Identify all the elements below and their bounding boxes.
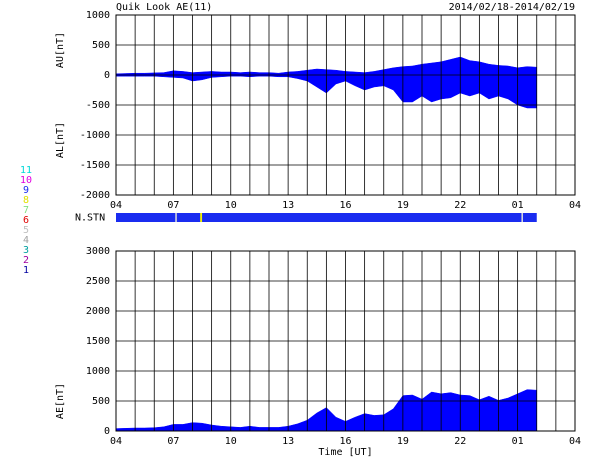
- x-tick-label: 16: [339, 200, 351, 211]
- plot-frame: [115, 250, 576, 432]
- y-tick-label: 3000: [86, 246, 110, 257]
- x-tick-label: 07: [167, 200, 179, 211]
- y-axis-label: AL[nT]: [55, 122, 66, 158]
- legend-entry: 11: [20, 165, 32, 176]
- legend-entry: 6: [23, 215, 29, 226]
- timeline-label: N.STN: [75, 213, 105, 224]
- legend-entry: 8: [23, 195, 29, 206]
- x-tick-label: 13: [282, 436, 294, 447]
- x-tick-label: 07: [167, 436, 179, 447]
- x-tick-label: 19: [397, 436, 409, 447]
- x-tick-label: 19: [397, 200, 409, 211]
- y-tick-label: -1000: [80, 130, 110, 141]
- x-tick-label: 22: [454, 200, 466, 211]
- plot-frame: [115, 14, 576, 196]
- y-tick-label: 2000: [86, 306, 110, 317]
- legend-entry: 9: [23, 185, 29, 196]
- legend-entry: 1: [23, 265, 29, 276]
- legend-entry: 10: [20, 175, 32, 186]
- y-tick-label: 1000: [86, 10, 110, 21]
- y-tick-label: -1500: [80, 160, 110, 171]
- x-tick-label: 01: [512, 436, 524, 447]
- legend-entry: 3: [23, 245, 29, 256]
- station-segment: [200, 213, 203, 222]
- x-tick-label: 13: [282, 200, 294, 211]
- legend-entry: 2: [23, 255, 29, 266]
- x-tick-label: 10: [225, 436, 237, 447]
- y-axis-label: AU[nT]: [55, 32, 66, 68]
- title: Quik Look AE(11): [116, 2, 212, 13]
- y-tick-label: 1500: [86, 336, 110, 347]
- station-segment: [521, 213, 523, 222]
- station-segment: [116, 213, 537, 222]
- x-tick-label: 04: [110, 436, 122, 447]
- x-tick-label: 22: [454, 436, 466, 447]
- y-tick-label: -500: [86, 100, 110, 111]
- area: [115, 56, 537, 76]
- legend-entry: 4: [23, 235, 29, 246]
- legend-entry: 7: [23, 205, 29, 216]
- station-segment: [175, 213, 177, 222]
- date-range: 2014/02/18-2014/02/19: [449, 2, 575, 13]
- y-tick-label: 2500: [86, 276, 110, 287]
- y-tick-label: 1000: [86, 366, 110, 377]
- y-tick-label: 500: [92, 396, 110, 407]
- legend-entry: 5: [23, 225, 29, 236]
- y-tick-label: 0: [104, 70, 110, 81]
- y-tick-label: 500: [92, 40, 110, 51]
- y-tick-label: 0: [104, 426, 110, 437]
- x-tick-label: 01: [512, 200, 524, 211]
- y-axis-label: AE[nT]: [55, 383, 66, 419]
- x-tick-label: 04: [569, 436, 581, 447]
- x-tick-label: 10: [225, 200, 237, 211]
- x-tick-label: 04: [569, 200, 581, 211]
- x-axis-label: Time [UT]: [318, 447, 372, 458]
- x-tick-label: 16: [339, 436, 351, 447]
- x-tick-label: 04: [110, 200, 122, 211]
- y-tick-label: -2000: [80, 190, 110, 201]
